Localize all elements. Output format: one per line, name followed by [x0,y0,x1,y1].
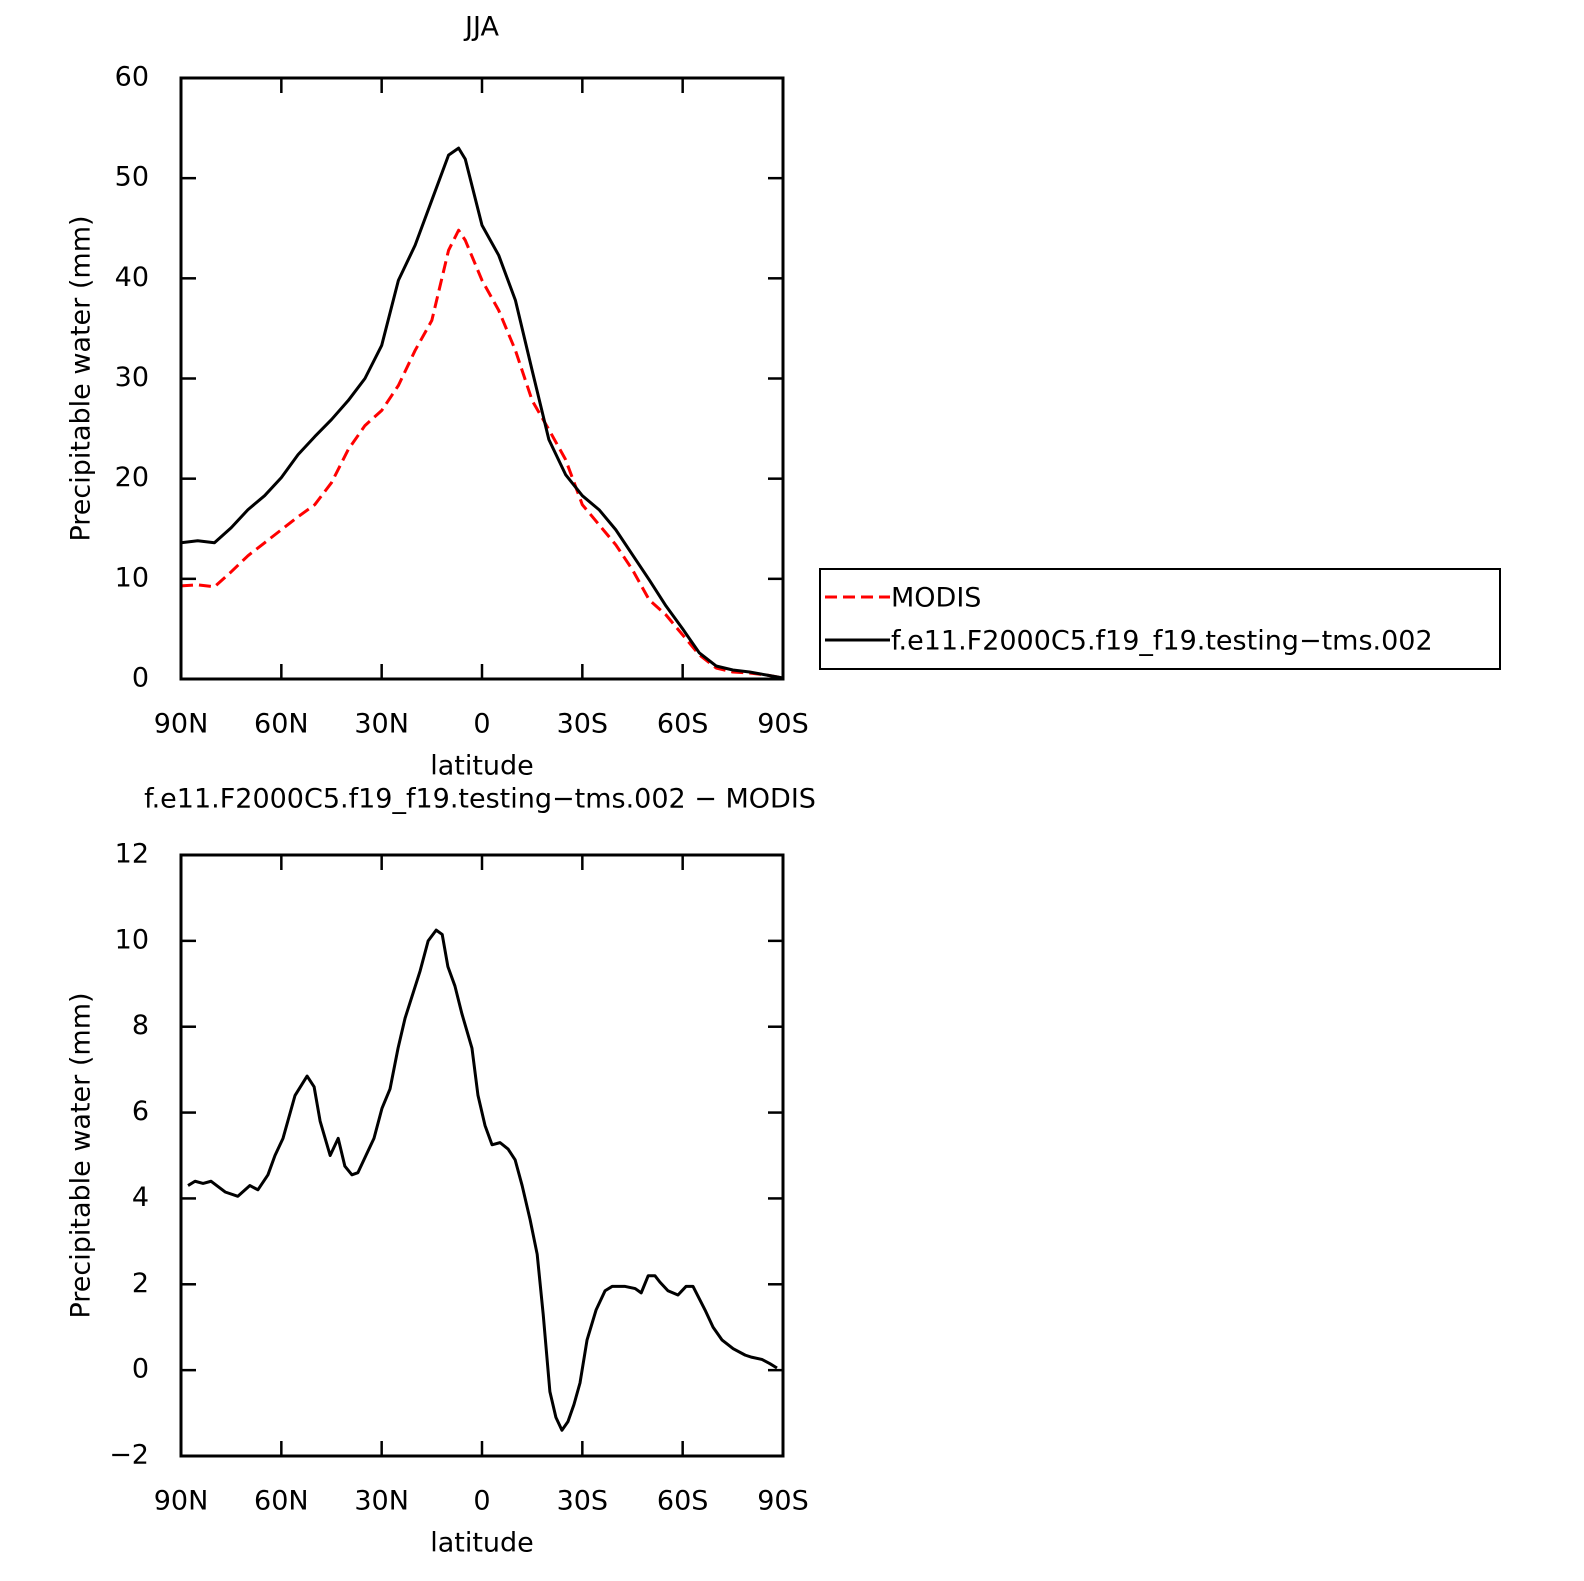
x-tick-label: 90S [757,1486,809,1517]
data-line [180,146,784,680]
legend-label: f.e11.F2000C5.f19_f19.testing−tms.002 [891,626,1433,657]
y-tick-label: 4 [132,1182,149,1213]
y-tick-label: 0 [132,663,149,694]
y-tick-label: 2 [132,1268,149,1299]
y-tick-label: 8 [132,1010,149,1041]
y-tick-label: 30 [115,362,149,393]
y-tick-label: 12 [115,839,149,870]
data-line [187,928,778,1432]
x-tick-label: 90N [154,709,209,740]
x-tick-label: 60N [254,1486,309,1517]
y-axis-label: Precipitable water (mm) [66,215,97,541]
x-tick-label: 90S [757,709,809,740]
legend-box [819,568,1501,670]
chart-title: f.e11.F2000C5.f19_f19.testing−tms.002 − … [144,784,816,815]
x-tick-label: 30N [354,709,409,740]
x-tick-label: 0 [473,709,490,740]
y-tick-label: 50 [115,162,149,193]
x-tick-label: 60S [657,1486,709,1517]
x-axis-label: latitude [430,751,534,782]
chart-title: JJA [463,12,499,43]
x-tick-label: 30N [354,1486,409,1517]
y-tick-label: −2 [109,1440,149,1471]
legend-label: MODIS [891,583,981,614]
x-tick-label: 90N [154,1486,209,1517]
x-tick-label: 60S [657,709,709,740]
x-tick-label: 30S [557,1486,609,1517]
x-tick-label: 30S [557,709,609,740]
plot-frame [179,853,785,1458]
data-line [180,228,784,680]
y-tick-label: 0 [132,1354,149,1385]
y-tick-label: 10 [115,562,149,593]
y-tick-label: 6 [132,1096,149,1127]
y-tick-label: 20 [115,462,149,493]
plot-frame [179,76,785,681]
x-tick-label: 0 [473,1486,490,1517]
x-axis-label: latitude [430,1528,534,1559]
y-tick-label: 60 [115,62,149,93]
y-tick-label: 40 [115,262,149,293]
x-tick-label: 60N [254,709,309,740]
y-axis-label: Precipitable water (mm) [66,992,97,1318]
y-tick-label: 10 [115,924,149,955]
